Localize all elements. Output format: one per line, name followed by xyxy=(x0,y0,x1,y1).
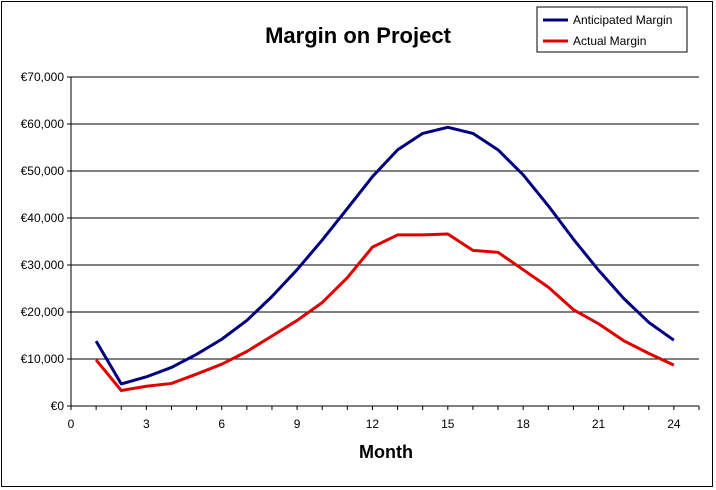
x-tick-label: 18 xyxy=(516,417,530,431)
y-tick-label: €70,000 xyxy=(21,70,65,84)
legend-box xyxy=(536,6,688,53)
y-tick-label: €10,000 xyxy=(21,352,65,366)
chart-title: Margin on Project xyxy=(265,23,451,48)
legend: Anticipated Margin Actual Margin xyxy=(536,6,688,53)
x-tick-label: 12 xyxy=(366,417,380,431)
y-tick-label: €50,000 xyxy=(21,164,65,178)
x-tick-label: 21 xyxy=(592,417,606,431)
series-line-actual-margin xyxy=(94,232,675,392)
legend-label: Actual Margin xyxy=(573,34,646,48)
x-tick-label: 0 xyxy=(68,417,75,431)
gridlines xyxy=(71,76,699,360)
x-tick-label: 3 xyxy=(143,417,150,431)
y-tick-label: €0 xyxy=(51,399,65,413)
series-lines xyxy=(94,125,675,392)
x-axis-ticks: 0 3 6 9 12 15 18 21 24 xyxy=(68,406,700,431)
x-tick-label: 15 xyxy=(441,417,455,431)
y-tick-label: €60,000 xyxy=(21,117,65,131)
axes xyxy=(70,77,699,407)
y-axis-ticks: €0 €10,000 €20,000 €30,000 €40,000 €50,000 €60… xyxy=(21,70,71,413)
y-tick-label: €40,000 xyxy=(21,211,65,225)
y-tick-label: €20,000 xyxy=(21,305,65,319)
x-tick-label: 9 xyxy=(294,417,301,431)
x-axis-title: Month xyxy=(359,442,413,462)
x-tick-label: 24 xyxy=(667,417,681,431)
legend-label: Anticipated Margin xyxy=(573,13,672,27)
x-tick-label: 6 xyxy=(218,417,225,431)
y-tick-label: €30,000 xyxy=(21,258,65,272)
series-line-anticipated-margin xyxy=(94,125,675,386)
